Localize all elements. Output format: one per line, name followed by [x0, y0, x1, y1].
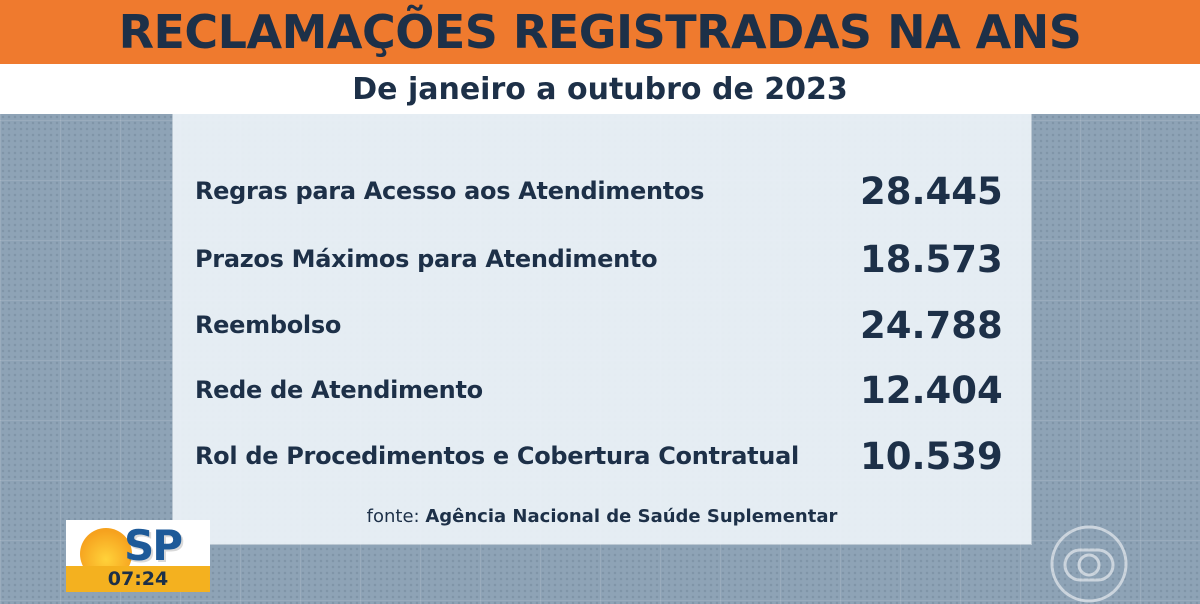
program-logo-badge: SP	[66, 520, 210, 566]
complaint-row: Regras para Acesso aos Atendimentos 28.4…	[195, 166, 1005, 216]
clock: 07:24	[66, 566, 210, 592]
complaint-row: Reembolso 24.788	[195, 300, 1005, 350]
title-bar: RECLAMAÇÕES REGISTRADAS NA ANS	[0, 0, 1200, 64]
page-title: RECLAMAÇÕES REGISTRADAS NA ANS	[118, 5, 1082, 59]
source-prefix: fonte:	[366, 506, 420, 527]
complaint-count: 18.573	[860, 237, 1003, 281]
complaint-category: Regras para Acesso aos Atendimentos	[195, 177, 705, 205]
complaint-category: Rol de Procedimentos e Cobertura Contrat…	[195, 442, 799, 470]
sun-icon	[80, 528, 132, 566]
complaint-row: Rol de Procedimentos e Cobertura Contrat…	[195, 431, 1005, 481]
program-logo: SP 07:24	[66, 520, 210, 592]
complaint-category: Prazos Máximos para Atendimento	[195, 245, 658, 273]
complaint-category: Reembolso	[195, 311, 342, 339]
complaints-panel: Regras para Acesso aos Atendimentos 28.4…	[173, 114, 1031, 544]
program-logo-text: SP	[124, 521, 183, 566]
complaint-count: 10.539	[860, 434, 1003, 478]
complaint-count: 28.445	[860, 169, 1003, 213]
page-subtitle: De janeiro a outubro de 2023	[352, 71, 848, 107]
source-caption: fonte: Agência Nacional de Saúde Supleme…	[173, 506, 1031, 527]
complaint-row: Prazos Máximos para Atendimento 18.573	[195, 234, 1005, 284]
complaint-row: Rede de Atendimento 12.404	[195, 365, 1005, 415]
complaint-category: Rede de Atendimento	[195, 376, 483, 404]
complaint-count: 12.404	[860, 368, 1003, 412]
globo-icon	[1050, 525, 1128, 603]
source-name: Agência Nacional de Saúde Suplementar	[425, 506, 838, 527]
subtitle-bar: De janeiro a outubro de 2023	[0, 64, 1200, 114]
complaint-count: 24.788	[860, 303, 1003, 347]
